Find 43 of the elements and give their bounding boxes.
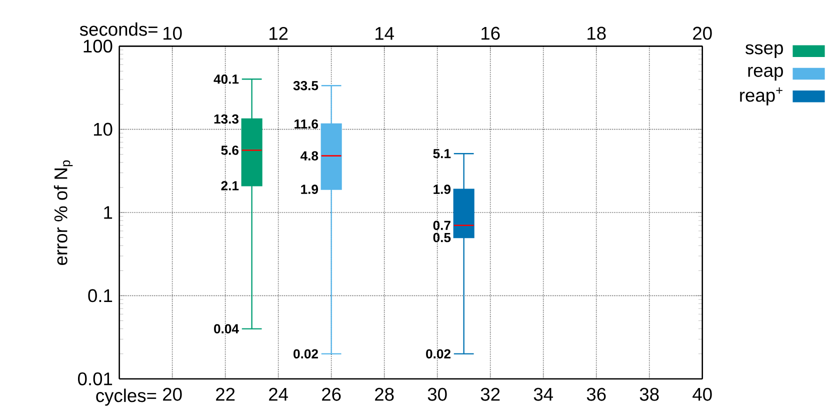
x2-tick-label: 20	[693, 26, 712, 40]
legend-label: reap	[748, 66, 783, 81]
x-tick-label: 32	[480, 388, 500, 401]
annotation: 0.7	[433, 220, 450, 230]
annotation: 40.1	[214, 74, 239, 84]
x-tick-label: 22	[216, 388, 235, 401]
annotation: 0.5	[433, 232, 451, 242]
annotation: 0.02	[294, 349, 318, 358]
y-tick-label: 10	[94, 122, 112, 136]
annotation: 2.1	[221, 181, 239, 190]
annotation: 5.1	[433, 149, 451, 158]
annotation: 33.5	[293, 80, 318, 90]
annotation: 1.9	[301, 184, 318, 194]
x-tick-label: 28	[375, 388, 394, 401]
x-axis-title: cycles=	[96, 388, 156, 406]
annotation: 1.9	[434, 184, 451, 194]
annotation: 4.8	[300, 151, 318, 160]
y-axis-title: error % of N$_{p}$	[54, 160, 73, 265]
annotation: 0.04	[214, 324, 239, 334]
x-tick-label: 34	[534, 388, 553, 401]
y-tick-label: 0.01	[78, 372, 112, 386]
x2-tick-label: 18	[588, 26, 606, 40]
x2-tick-label: 10	[164, 26, 182, 40]
y-tick-label: 1	[104, 206, 112, 219]
annotation: 11.6	[294, 119, 318, 129]
x-tick-label: 40	[692, 388, 712, 401]
x-tick-label: 20	[163, 388, 182, 401]
x-tick-label: 38	[640, 388, 659, 401]
x-tick-label: 24	[269, 388, 288, 401]
y-tick-label: 0.1	[88, 289, 112, 302]
legend-label: reap$^{+}$	[740, 87, 782, 106]
x-tick-label: 36	[586, 388, 606, 401]
x-tick-label: 26	[322, 388, 341, 401]
legend-label: ssep	[746, 44, 783, 58]
x2-tick-label: 16	[482, 26, 500, 40]
annotation: 0.02	[426, 349, 450, 358]
x2-tick-label: 14	[376, 27, 394, 40]
y-tick-label: 100	[84, 40, 112, 53]
annotation: 13.3	[214, 114, 239, 124]
x2-axis-title: seconds=	[80, 22, 158, 36]
x-tick-label: 30	[428, 388, 447, 401]
x2-tick-label: 12	[270, 26, 288, 40]
annotation: 5.6	[221, 146, 239, 155]
